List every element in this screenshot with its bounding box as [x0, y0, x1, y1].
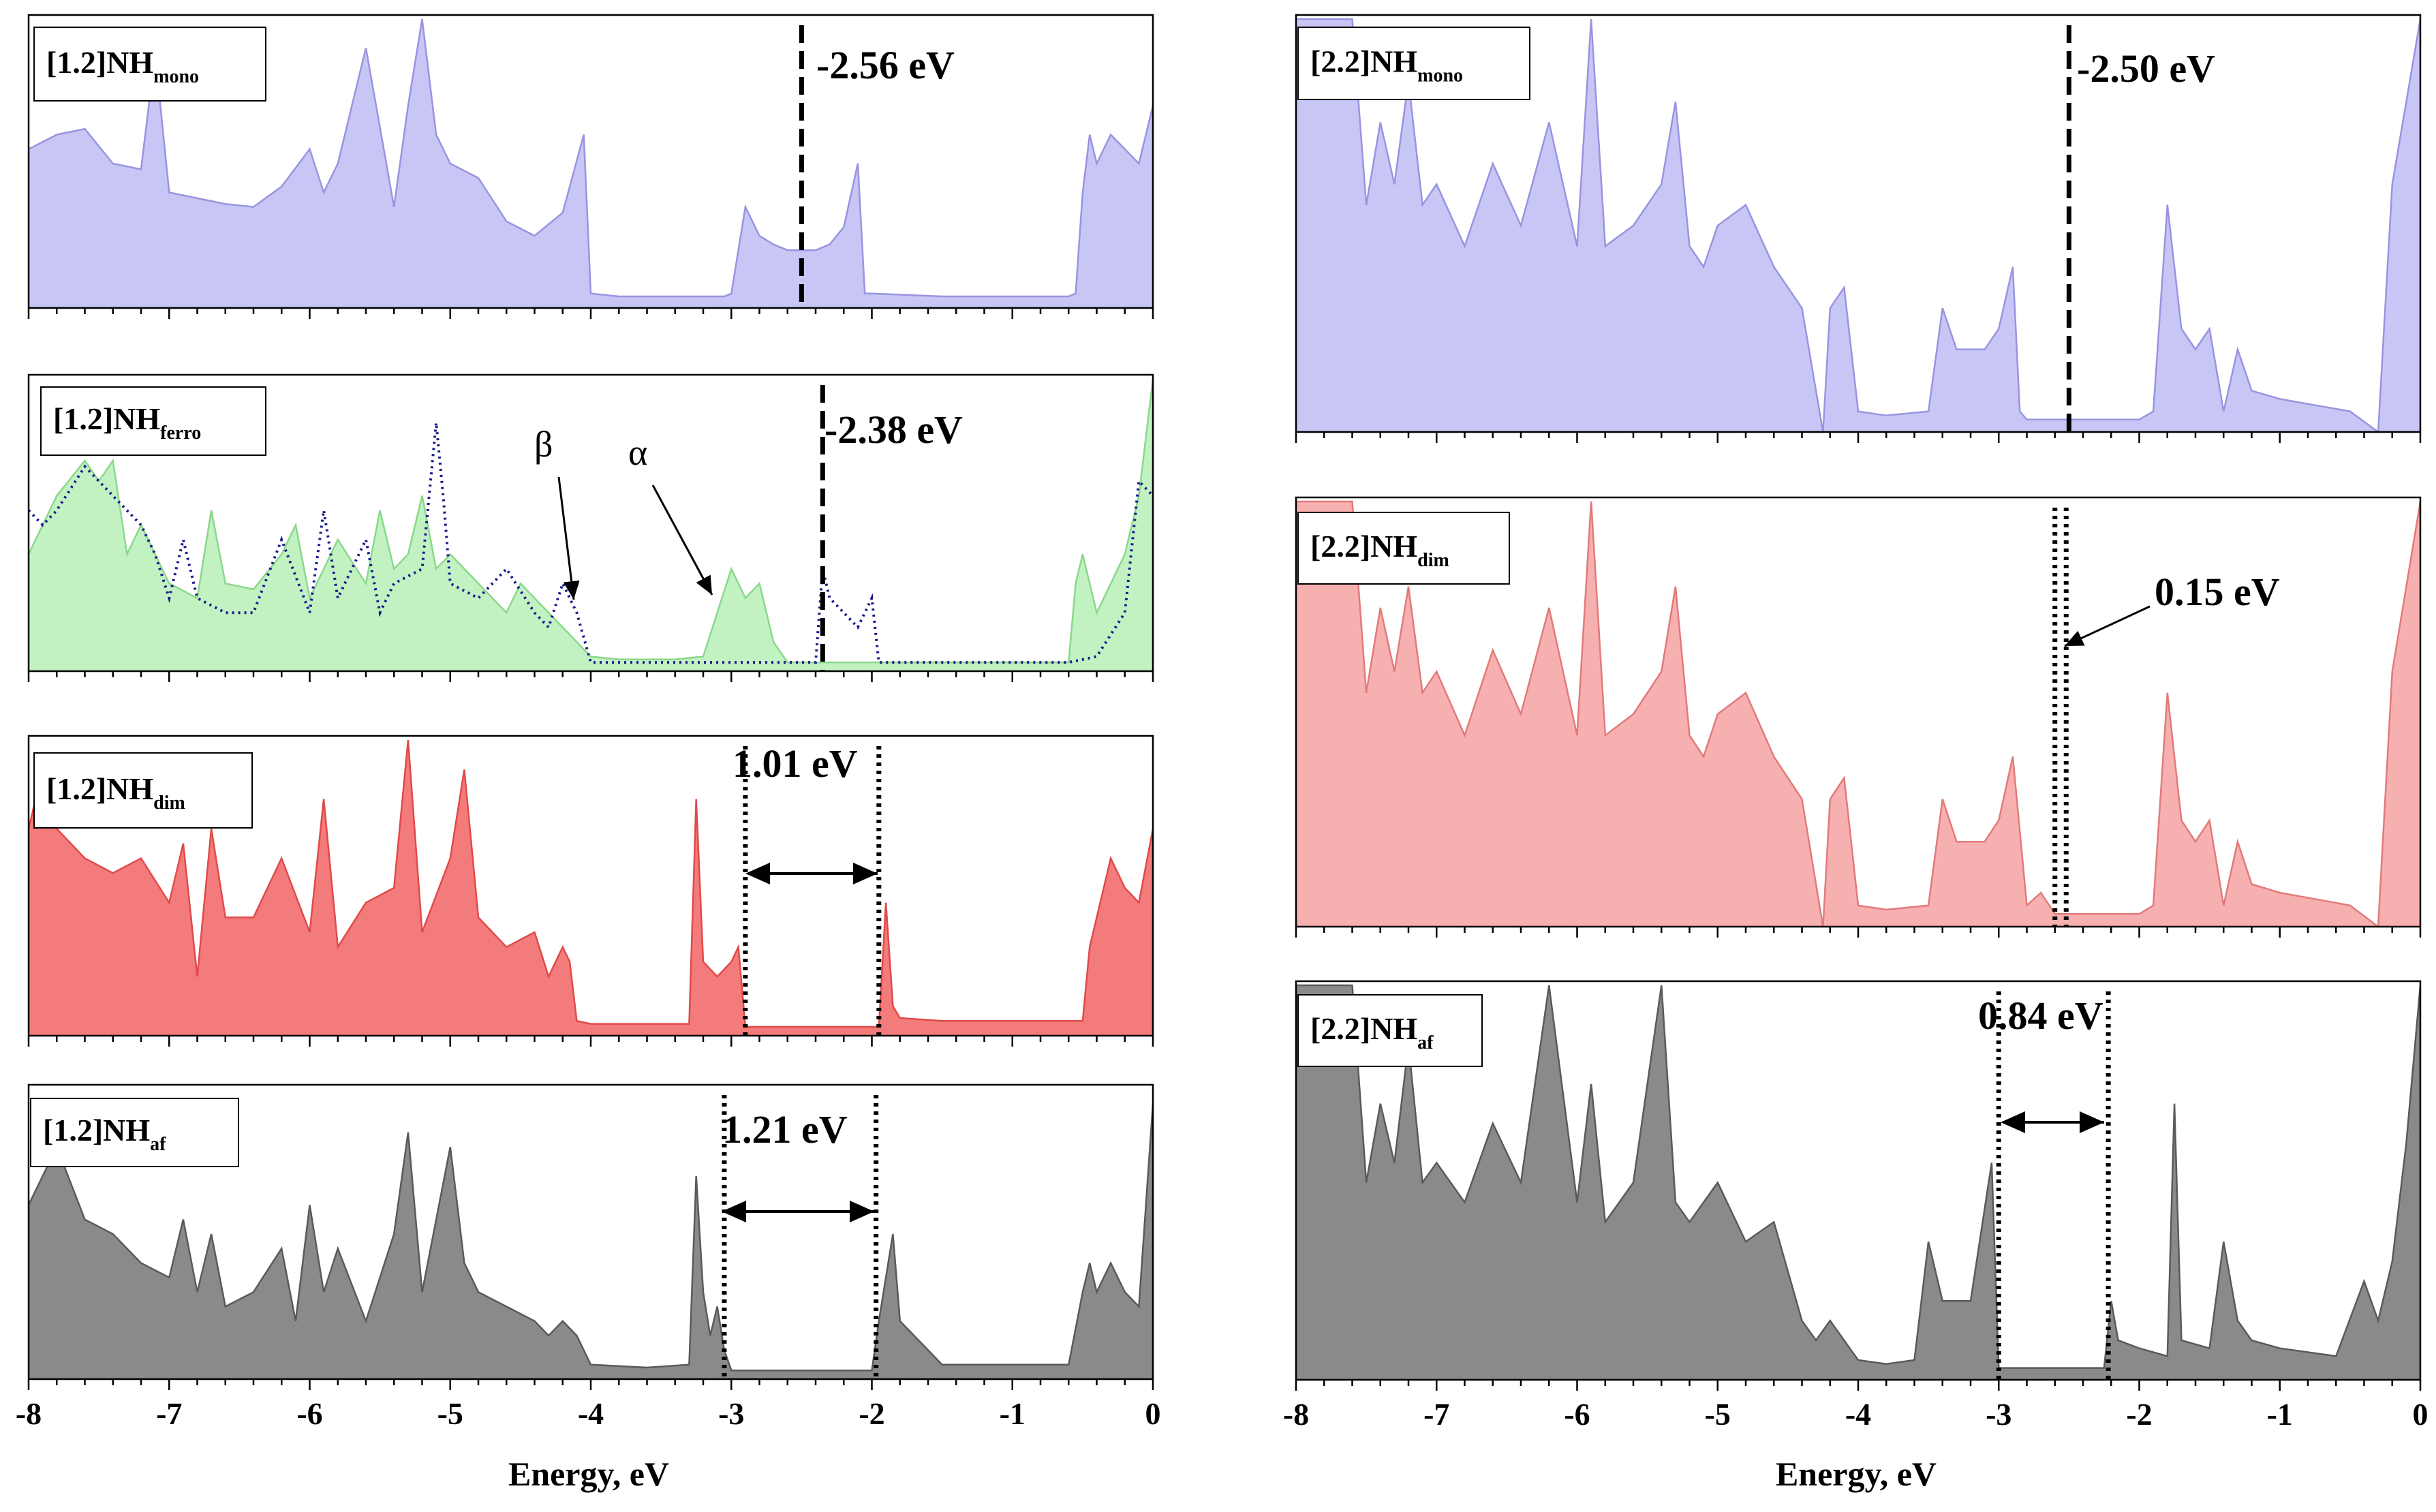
annotation-p4-gap: 1.21 eV [722, 1107, 848, 1152]
panel-label-box-p4 [30, 1098, 239, 1167]
panel-label-subscript-p3: dim [153, 792, 185, 814]
dos-area-p6 [1296, 500, 2420, 927]
dos-area-p3 [29, 739, 1153, 1036]
x-tick-label-p4: -2 [859, 1396, 884, 1431]
annotation-layer: -2.56 eV -2.38 eV β α 1.01 eV 1.21 eV -2… [508, 43, 2280, 1493]
panel-p6: [2.2]NHdim [1295, 496, 2422, 938]
x-tick-label-p7: -6 [1564, 1397, 1590, 1432]
x-tick-label-p7: -8 [1283, 1397, 1309, 1432]
panel-label-subscript-p4: af [150, 1134, 166, 1155]
x-axis-title-right: Energy, eV [1776, 1455, 1937, 1493]
panel-p2: [1.2]NHferro [27, 373, 1154, 682]
x-tick-label-p4: -7 [156, 1396, 182, 1431]
dos-area-p5 [1296, 18, 2420, 432]
panels-layer: [1.2]NHmono [1.2]NHferro [1.2]NHdim -8 -7 -6 -… [16, 14, 2429, 1432]
x-tick-label-p4: 0 [1145, 1396, 1161, 1431]
panel-label-box-p1 [33, 27, 266, 102]
annotation-p2-fermi: -2.38 eV [824, 407, 963, 452]
x-tick-label-p7: -3 [1986, 1397, 2011, 1432]
panel-p4: -8 -7 -6 -5 -4 -3 -2 -1 0[1.2]NHaf [16, 1083, 1161, 1431]
panel-p1: [1.2]NHmono [27, 14, 1154, 319]
panel-p3: [1.2]NHdim [27, 735, 1154, 1047]
panel-label-subscript-p2: ferro [160, 422, 201, 444]
panel-p7: -8 -7 -6 -5 -4 -3 -2 -1 0[2.2]NHaf [1283, 980, 2429, 1432]
x-tick-label-p7: -4 [1845, 1397, 1871, 1432]
panel-label-subscript-p1: mono [153, 66, 199, 87]
dos-area-p4 [29, 1103, 1153, 1379]
x-axis-title-left: Energy, eV [508, 1455, 669, 1493]
annotation-p3-gap: 1.01 eV [733, 741, 858, 786]
x-tick-label-p7: -7 [1423, 1397, 1449, 1432]
annotation-p5-fermi: -2.50 eV [2077, 46, 2215, 91]
annotation-p2-alpha: α [628, 432, 647, 473]
x-tick-label-p7: 0 [2413, 1397, 2429, 1432]
dos-area-p1 [29, 18, 1153, 308]
dos-area-p7 [1296, 984, 2420, 1380]
x-tick-label-p4: -4 [578, 1396, 604, 1431]
panel-p5: [2.2]NHmono [1295, 14, 2422, 443]
x-tick-label-p7: -2 [2126, 1397, 2152, 1432]
annotation-p6-gap: 0.15 eV [2155, 570, 2280, 614]
panel-label-subscript-p6: dim [1417, 550, 1449, 571]
x-tick-label-p4: -8 [16, 1396, 42, 1431]
arrow-alpha [651, 484, 713, 596]
x-tick-label-p7: -5 [1705, 1397, 1731, 1432]
panel-label-subscript-p7: af [1417, 1032, 1434, 1053]
panel-label-box-p6 [1297, 512, 1510, 585]
x-tick-label-p4: -6 [296, 1396, 322, 1431]
panel-label-box-p5 [1297, 27, 1530, 100]
arrow-beta [557, 476, 580, 600]
panel-label-box-p7 [1297, 994, 1483, 1067]
x-tick-label-p7: -1 [2267, 1397, 2293, 1432]
annotation-p7-gap: 0.84 eV [1978, 993, 2103, 1038]
annotation-p1-fermi: -2.56 eV [816, 43, 955, 87]
annotation-p2-beta: β [534, 424, 553, 465]
arrow-p6 [2064, 605, 2150, 647]
panel-label-subscript-p5: mono [1417, 65, 1463, 87]
panel-label-box-p3 [33, 752, 253, 829]
dos-area-p2 [29, 378, 1153, 671]
x-tick-label-p4: -5 [437, 1396, 463, 1431]
x-tick-label-p4: -1 [1000, 1396, 1026, 1431]
x-tick-label-p4: -3 [718, 1396, 744, 1431]
panel-label-box-p2 [40, 386, 266, 456]
